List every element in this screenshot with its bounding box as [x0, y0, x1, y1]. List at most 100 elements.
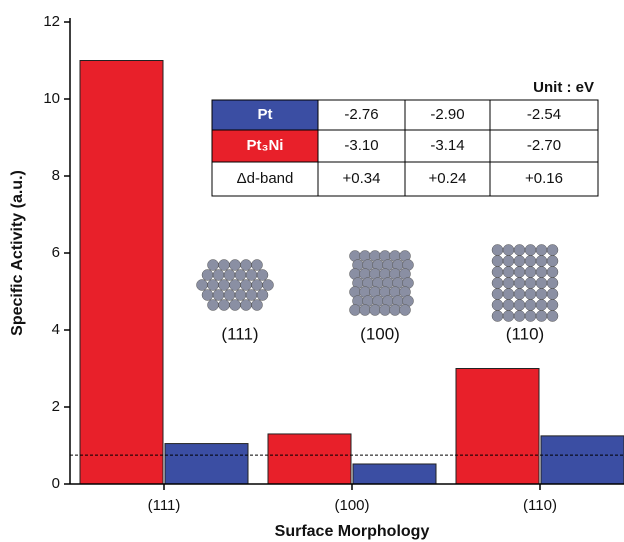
atom [503, 300, 514, 311]
legend-label: Pt₃Ni [247, 137, 284, 154]
y-tick-label: 12 [43, 13, 60, 30]
atom [503, 311, 514, 322]
atom [514, 311, 525, 322]
atom [230, 280, 241, 291]
table-value: -2.76 [344, 106, 378, 123]
table-value: +0.34 [343, 170, 381, 187]
atom [547, 245, 558, 256]
atom [547, 311, 558, 322]
atom [208, 280, 219, 291]
surface-illustration [492, 245, 558, 322]
atom [241, 260, 252, 271]
table-value: +0.24 [429, 170, 467, 187]
atom [219, 260, 230, 271]
y-tick-label: 6 [52, 244, 60, 261]
table-value: -3.14 [430, 137, 464, 154]
atom [547, 256, 558, 267]
atom [525, 300, 536, 311]
atom [224, 270, 235, 281]
atom [241, 300, 252, 311]
y-tick-label: 0 [52, 475, 60, 492]
table-value: -2.70 [527, 137, 561, 154]
y-tick-label: 10 [43, 90, 60, 107]
atom [492, 311, 503, 322]
atom [536, 289, 547, 300]
table-value: -3.10 [344, 137, 378, 154]
atom [202, 290, 213, 301]
atom [257, 290, 268, 301]
bar [353, 464, 436, 484]
atom [492, 300, 503, 311]
atom [219, 280, 230, 291]
surface-label: (111) [221, 324, 258, 343]
bar [268, 434, 351, 484]
atom [503, 256, 514, 267]
atom [360, 305, 371, 316]
atom [514, 278, 525, 289]
y-axis-title: Specific Activity (a.u.) [9, 170, 26, 336]
table-unit: Unit : eV [533, 79, 594, 96]
atom [213, 290, 224, 301]
atom [525, 311, 536, 322]
atom [536, 300, 547, 311]
legend-label: Pt [258, 106, 273, 123]
x-tick-label: (110) [523, 497, 557, 514]
surface-illustration [197, 260, 274, 311]
atom [525, 267, 536, 278]
atom [400, 305, 411, 316]
bar [456, 369, 539, 485]
atom [547, 300, 558, 311]
atom [241, 280, 252, 291]
atom [197, 280, 208, 291]
atom [536, 245, 547, 256]
atom [514, 245, 525, 256]
atom [257, 270, 268, 281]
atom [536, 311, 547, 322]
y-tick-label: 4 [52, 321, 60, 338]
atom [230, 300, 241, 311]
y-tick-label: 2 [52, 398, 60, 415]
atom [525, 245, 536, 256]
bar [80, 61, 163, 485]
atom [525, 278, 536, 289]
atom [547, 289, 558, 300]
atom [492, 289, 503, 300]
atom [536, 256, 547, 267]
atom [252, 260, 263, 271]
atom [514, 256, 525, 267]
atom [235, 270, 246, 281]
atom [492, 267, 503, 278]
bar [541, 436, 624, 484]
table-value: -2.90 [430, 106, 464, 123]
table-value: +0.16 [525, 170, 563, 187]
chart: Specific Activity (a.u.) Surface Morphol… [0, 0, 624, 542]
x-axis-title: Surface Morphology [275, 523, 430, 540]
atom [224, 290, 235, 301]
surface-illustration [350, 251, 414, 316]
atom [208, 260, 219, 271]
atom [547, 278, 558, 289]
atom [202, 270, 213, 281]
atom [492, 256, 503, 267]
atom [235, 290, 246, 301]
atom [246, 270, 257, 281]
atom [246, 290, 257, 301]
atom [503, 267, 514, 278]
atom [536, 278, 547, 289]
atom [525, 289, 536, 300]
atom [525, 256, 536, 267]
atom [536, 267, 547, 278]
atom [350, 305, 361, 316]
atom [213, 270, 224, 281]
atom [208, 300, 219, 311]
atom [252, 280, 263, 291]
atom [514, 300, 525, 311]
y-tick-label: 8 [52, 167, 60, 184]
atom [219, 300, 230, 311]
atom [390, 305, 401, 316]
x-tick-label: (100) [334, 497, 369, 514]
atom [503, 278, 514, 289]
atom [514, 267, 525, 278]
atom [492, 278, 503, 289]
atom [503, 245, 514, 256]
